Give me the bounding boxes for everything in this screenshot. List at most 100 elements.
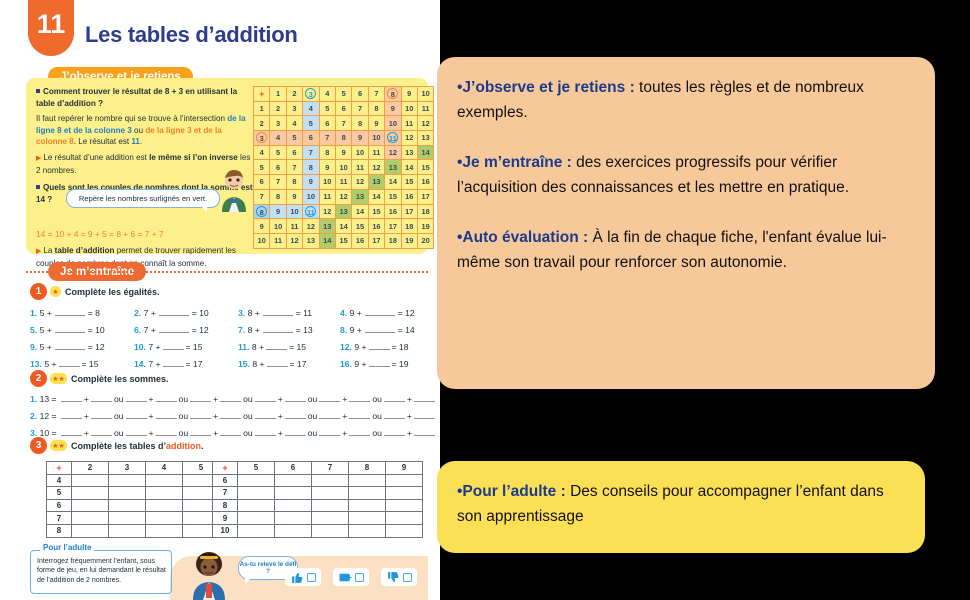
sum-blank[interactable] (220, 393, 242, 402)
sum-blank[interactable] (284, 427, 306, 436)
sum-blank[interactable] (125, 393, 147, 402)
rating-thumbs-down[interactable] (381, 568, 417, 586)
sum-blank[interactable] (383, 427, 405, 436)
blank-cell[interactable] (311, 498, 349, 513)
blank-cell[interactable] (385, 498, 423, 513)
answer-blank[interactable] (54, 324, 85, 333)
sum-blank[interactable] (383, 410, 405, 419)
blank-cell[interactable] (145, 523, 183, 538)
sum-blank[interactable] (190, 393, 212, 402)
sum-blank[interactable] (383, 393, 405, 402)
sum-blank[interactable] (319, 427, 341, 436)
sum-blank[interactable] (413, 393, 435, 402)
blank-cell[interactable] (237, 486, 275, 500)
sum-blank[interactable] (254, 427, 276, 436)
answer-blank[interactable] (368, 341, 390, 350)
answer-blank[interactable] (162, 358, 184, 367)
sum-blank[interactable] (319, 410, 341, 419)
blank-cell[interactable] (237, 473, 275, 488)
sum-blank[interactable] (254, 393, 276, 402)
sum-blank[interactable] (413, 410, 435, 419)
answer-blank[interactable] (266, 341, 288, 350)
blank-cell[interactable] (274, 473, 312, 488)
blank-cell[interactable] (108, 498, 146, 513)
sum-blank[interactable] (125, 410, 147, 419)
blank-cell[interactable] (311, 473, 349, 488)
blank-cell[interactable] (145, 473, 183, 488)
sum-blank[interactable] (220, 427, 242, 436)
blank-cell[interactable] (311, 511, 349, 525)
sum-blank[interactable] (319, 393, 341, 402)
blank-cell[interactable] (71, 486, 109, 500)
blank-cell[interactable] (108, 523, 146, 538)
rating-thumbs-side[interactable] (333, 568, 369, 586)
rating-checkbox[interactable] (402, 572, 412, 582)
sum-blank[interactable] (60, 427, 82, 436)
blank-cell[interactable] (71, 498, 109, 513)
sum-blank[interactable] (190, 427, 212, 436)
sum-blank[interactable] (90, 427, 112, 436)
blank-cell[interactable] (274, 486, 312, 500)
sum-blank[interactable] (155, 427, 177, 436)
sum-blank[interactable] (220, 410, 242, 419)
answer-blank[interactable] (54, 307, 85, 316)
answer-blank[interactable] (158, 324, 189, 333)
blank-cell[interactable] (348, 523, 386, 538)
blank-cell[interactable] (348, 473, 386, 488)
answer-blank[interactable] (262, 324, 293, 333)
blank-cell[interactable] (274, 498, 312, 513)
blank-cell[interactable] (145, 511, 183, 525)
blank-cell[interactable] (145, 498, 183, 513)
blank-cell[interactable] (311, 523, 349, 538)
rating-checkbox[interactable] (354, 572, 364, 582)
blank-cell[interactable] (108, 486, 146, 500)
sum-blank[interactable] (60, 393, 82, 402)
answer-blank[interactable] (368, 358, 390, 367)
sum-blank[interactable] (349, 393, 371, 402)
blank-cell[interactable] (237, 498, 275, 513)
blank-cell[interactable] (274, 511, 312, 525)
sum-blank[interactable] (90, 393, 112, 402)
blank-cell[interactable] (108, 511, 146, 525)
blank-cell[interactable] (385, 486, 423, 500)
sum-blank[interactable] (413, 427, 435, 436)
blank-cell[interactable] (385, 511, 423, 525)
sum-blank[interactable] (349, 410, 371, 419)
rule-2-bold: table d’addition (54, 245, 115, 255)
sum-blank[interactable] (60, 410, 82, 419)
blank-cell[interactable] (311, 486, 349, 500)
answer-blank[interactable] (162, 341, 184, 350)
sum-blank[interactable] (90, 410, 112, 419)
answer-blank[interactable] (158, 307, 189, 316)
answer-blank[interactable] (58, 358, 80, 367)
answer-blank[interactable] (364, 324, 395, 333)
sum-blank[interactable] (125, 427, 147, 436)
sum-blank[interactable] (155, 393, 177, 402)
blank-cell[interactable] (385, 473, 423, 488)
sum-blank[interactable] (349, 427, 371, 436)
blank-cell[interactable] (145, 486, 183, 500)
sum-blank[interactable] (284, 410, 306, 419)
rating-thumbs-up[interactable] (285, 568, 321, 586)
answer-blank[interactable] (262, 307, 293, 316)
rating-checkbox[interactable] (306, 572, 316, 582)
blank-cell[interactable] (71, 511, 109, 525)
answer-blank[interactable] (54, 341, 85, 350)
blank-cell[interactable] (348, 486, 386, 500)
blank-cell[interactable] (385, 523, 423, 538)
sum-blank[interactable] (190, 410, 212, 419)
sum-blank[interactable] (254, 410, 276, 419)
practice-table-right[interactable]: + 5 6 7 8 9 6 7 8 9 10 (212, 461, 423, 538)
blank-cell[interactable] (237, 511, 275, 525)
blank-cell[interactable] (108, 473, 146, 488)
blank-cell[interactable] (237, 523, 275, 538)
blank-cell[interactable] (71, 473, 109, 488)
blank-cell[interactable] (274, 523, 312, 538)
blank-cell[interactable] (71, 523, 109, 538)
answer-blank[interactable] (364, 307, 395, 316)
answer-blank[interactable] (266, 358, 288, 367)
blank-cell[interactable] (348, 498, 386, 513)
sum-blank[interactable] (155, 410, 177, 419)
blank-cell[interactable] (348, 511, 386, 525)
sum-blank[interactable] (284, 393, 306, 402)
